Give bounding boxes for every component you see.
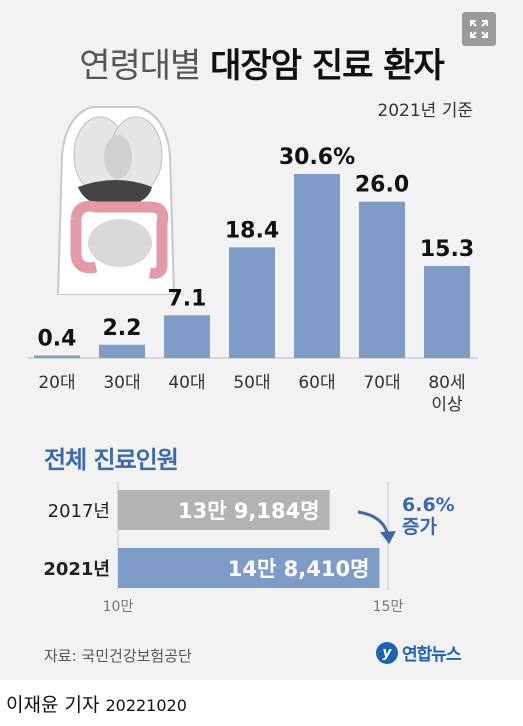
category-label: 이상 [431,395,463,415]
bar-value-label: 2.2 [103,316,142,341]
year-label: 2017년 [48,501,110,522]
increase-percent: 6.6% [402,494,455,516]
bar [99,344,145,358]
basis-year: 2021년 기준 [377,101,473,121]
reporter-name: 이재윤 기자 [6,694,100,716]
category-label: 80세 [428,373,465,393]
age-bar-chart: 0.4 20대 2.2 30대 7.1 40대 18.4 50대 30.6% 60대 26.0 70대… [28,145,478,415]
bar-value-label: 15.3 [420,237,474,262]
logo-mark-icon: y [376,641,398,664]
logo-text: 연합뉴스 [402,645,462,665]
publish-date: 20221020 [105,696,187,715]
bar [424,266,470,358]
total-bar [118,490,330,530]
x-tick-label: 15만 [373,599,404,615]
page-title: 연령대별 대장암 진료 환자 [0,38,523,87]
total-value-label: 13만 9,184명 [178,499,320,523]
increase-word: 증가 [402,516,437,538]
bar-value-label: 30.6% [279,145,355,170]
category-label: 70대 [363,373,400,393]
total-patients-chart: 2017년 13만 9,184명 2021년 14만 8,410명 10만 15만 6.6%… [43,482,455,615]
bar [359,201,405,358]
total-value-label: 14만 8,410명 [228,557,370,581]
source-note: 자료: 국민건강보험공단 [44,647,192,665]
total-bar [118,548,380,588]
total-patients-title: 전체 진료인원 [44,446,179,474]
increase-arrow-head [380,531,396,544]
category-label: 30대 [103,373,140,393]
bar-value-label: 0.4 [38,327,77,352]
bar [229,247,275,358]
bar [294,174,340,358]
bar-value-label: 26.0 [355,173,409,198]
organs-illustration [56,106,176,295]
expand-icon[interactable] [462,12,496,46]
infographic-card: 연령대별 대장암 진료 환자 2021년 기준 0.4 20대 2.2 30대 7.1 4… [0,0,523,680]
x-tick-label: 10만 [103,599,134,615]
bar-value-label: 18.4 [225,218,279,243]
title-bold: 대장암 진료 환자 [210,46,445,86]
yonhap-logo: y 연합뉴스 [376,640,462,665]
category-label: 40대 [168,373,205,393]
category-label: 60대 [298,373,335,393]
title-light: 연령대별 [79,46,201,86]
category-label: 20대 [38,373,75,393]
bar [34,355,80,358]
bar [164,315,210,358]
category-label: 50대 [233,373,270,393]
bar-value-label: 7.1 [168,286,207,311]
byline: 이재윤 기자 20221020 [6,690,187,717]
year-label: 2021년 [43,559,110,580]
